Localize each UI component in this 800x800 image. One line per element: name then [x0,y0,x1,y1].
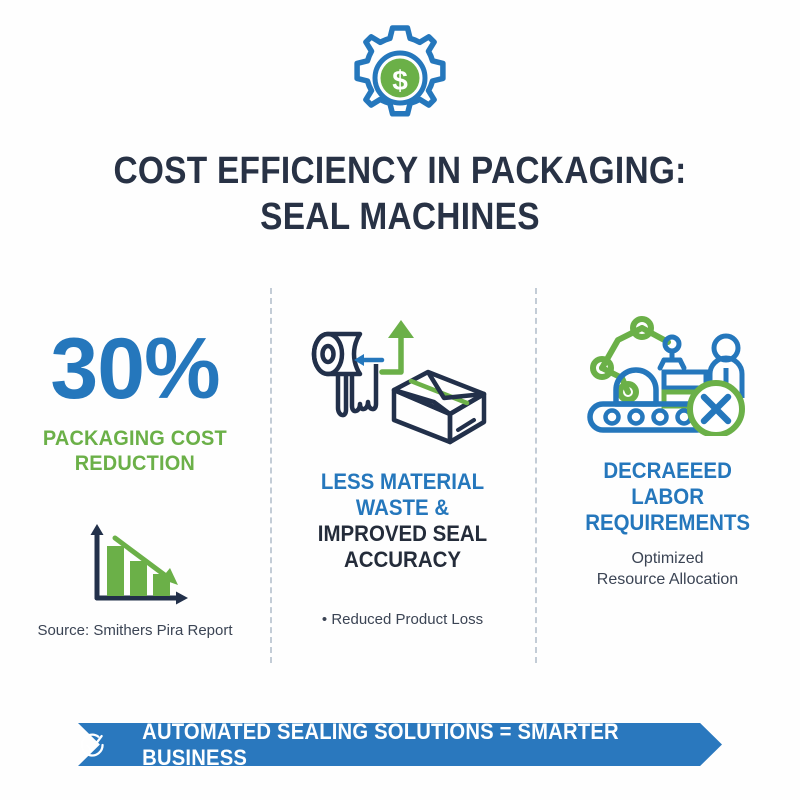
source-note: Source: Smithers Pira Report [37,622,233,639]
declining-bar-chart-icon [90,524,188,605]
banner-content: AUTOMATED SEALING SOLUTIONS = SMARTER BU… [78,719,722,770]
film-roll-box-icon [311,320,486,445]
heading-line-3: REQUIREMENTS [585,510,750,535]
banner-text: AUTOMATED SEALING SOLUTIONS = SMARTER BU… [142,718,620,770]
subtext-line-2: Resource Allocation [596,571,739,588]
columns-container: 30% PACKAGING COST REDUCTION [0,288,800,663]
heading-line-2: WASTE & [355,495,450,520]
column-3-subtext: Optimized Resource Allocation [597,548,738,590]
robot-icon-container [580,306,755,436]
svg-text:$: $ [392,65,408,96]
bar-1 [107,546,124,596]
column-divider-left [270,288,272,663]
heading-line-2: LABOR [631,484,704,509]
column-divider-right [535,288,537,663]
film-roll-icon-container [298,312,508,447]
subtext-line-1: Optimized [631,550,704,567]
chart-icon-container [75,516,195,608]
column-2-heading: LESS MATERIAL WASTE & IMPROVED SEAL ACCU… [279,469,525,573]
title-line-2: SEAL MACHINES [260,196,540,238]
bar-2 [130,561,147,596]
stat-caption: PACKAGING COST REDUCTION [43,426,227,476]
column-3-heading: DECRAEEED LABOR REQUIREMENTS [585,458,750,536]
stat-value: 30% [50,321,220,417]
gear-dollar-icon: $ [354,25,446,117]
heading-line-1: LESS MATERIAL [320,469,485,494]
heading-line-3: IMPROVED SEAL ACCURACY [317,521,488,572]
page-title: COST EFFICIENCY IN PACKAGING: SEAL MACHI… [0,148,800,240]
bullet-item: • Reduced Product Loss [321,611,484,628]
column-labor-requirements: DECRAEEED LABOR REQUIREMENTS Optimized R… [535,288,800,663]
circle-check-icon [80,733,104,757]
column-material-waste: LESS MATERIAL WASTE & IMPROVED SEAL ACCU… [270,288,535,663]
hero-icon-container: $ [0,22,800,134]
title-line-1: COST EFFICIENCY IN PACKAGING: [113,150,687,192]
heading-line-1: DECRAEEED [603,458,732,483]
robot-arm-conveyor-icon [587,316,745,436]
banner-ribbon [78,723,722,766]
stat-caption-line-2: REDUCTION [74,452,196,475]
column-cost-reduction: 30% PACKAGING COST REDUCTION [0,288,270,663]
stat-caption-line-1: PACKAGING COST [42,427,228,450]
